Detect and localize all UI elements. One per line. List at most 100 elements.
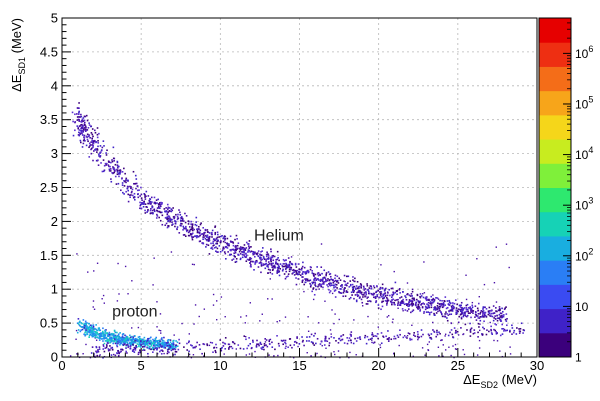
data-point [157, 207, 160, 209]
data-point [83, 138, 86, 141]
data-point [223, 342, 226, 345]
data-point [255, 259, 258, 262]
data-point [88, 336, 90, 338]
data-point [311, 282, 314, 285]
data-point [297, 278, 300, 280]
data-point [476, 354, 479, 356]
data-point [234, 261, 237, 263]
data-point [245, 241, 248, 244]
data-point [327, 278, 329, 280]
data-point [140, 342, 142, 344]
data-point [390, 296, 393, 299]
data-point [122, 191, 124, 194]
data-point [227, 244, 229, 246]
data-point [134, 341, 137, 344]
data-point [470, 310, 472, 313]
data-point [312, 273, 315, 276]
data-point [125, 339, 127, 341]
y-tick-label: 3 [51, 146, 58, 161]
data-point [349, 284, 352, 287]
data-point [86, 333, 89, 336]
data-point [194, 235, 196, 237]
data-point [322, 286, 324, 289]
data-point [202, 242, 204, 244]
data-point [499, 334, 502, 337]
data-point [409, 295, 412, 297]
data-point [113, 171, 116, 174]
data-point [188, 341, 190, 344]
data-point [393, 338, 395, 340]
data-point [88, 330, 90, 333]
data-point [102, 345, 105, 348]
data-point [317, 272, 320, 274]
data-point [127, 200, 130, 203]
data-point [157, 210, 159, 213]
data-point [104, 335, 106, 337]
data-point [321, 344, 323, 347]
data-point [299, 274, 302, 277]
data-point [350, 342, 353, 344]
data-point [354, 277, 356, 280]
data-point [307, 330, 310, 332]
data-point [77, 329, 80, 331]
data-point [126, 341, 129, 344]
data-point [110, 178, 112, 180]
data-point [387, 330, 389, 332]
data-point [206, 344, 209, 347]
data-point [119, 343, 121, 346]
data-point [300, 268, 303, 271]
data-point [138, 337, 141, 340]
data-point [234, 250, 236, 252]
data-point [173, 348, 176, 350]
data-point [198, 240, 201, 243]
data-point [266, 264, 269, 267]
data-point [500, 312, 503, 315]
data-point [438, 331, 440, 334]
data-point [199, 348, 201, 351]
data-point [200, 222, 202, 224]
data-point [439, 306, 442, 308]
data-point [385, 335, 387, 338]
data-point [241, 246, 244, 249]
data-point [108, 331, 111, 334]
data-point [98, 348, 101, 350]
data-point [511, 333, 513, 335]
data-point [364, 334, 367, 337]
data-point [406, 282, 409, 284]
data-point [90, 152, 93, 155]
data-point [100, 162, 102, 164]
data-point [464, 323, 467, 326]
data-point [269, 269, 271, 271]
data-point [132, 336, 135, 338]
data-point [295, 342, 298, 344]
data-point [173, 334, 175, 336]
data-point [132, 196, 135, 199]
data-point [249, 262, 252, 264]
data-point [271, 269, 274, 272]
data-point [127, 293, 129, 295]
data-point [136, 189, 139, 192]
data-point [362, 285, 365, 288]
data-point [277, 268, 279, 271]
data-point [314, 281, 316, 284]
data-point [294, 340, 297, 343]
data-point [482, 326, 484, 329]
data-point [478, 347, 481, 349]
data-point [332, 281, 335, 284]
data-point [479, 311, 482, 314]
data-point [191, 223, 194, 225]
data-point [444, 304, 446, 306]
data-point [415, 301, 418, 304]
data-point [147, 202, 149, 205]
data-point [309, 279, 312, 282]
data-point [215, 246, 217, 248]
data-point [84, 320, 87, 323]
data-point [232, 258, 235, 260]
data-point [110, 161, 112, 164]
data-point [290, 268, 292, 271]
data-point [116, 331, 118, 334]
data-point [366, 303, 369, 305]
data-point [169, 346, 171, 349]
data-point [519, 327, 522, 330]
data-point [267, 261, 270, 263]
